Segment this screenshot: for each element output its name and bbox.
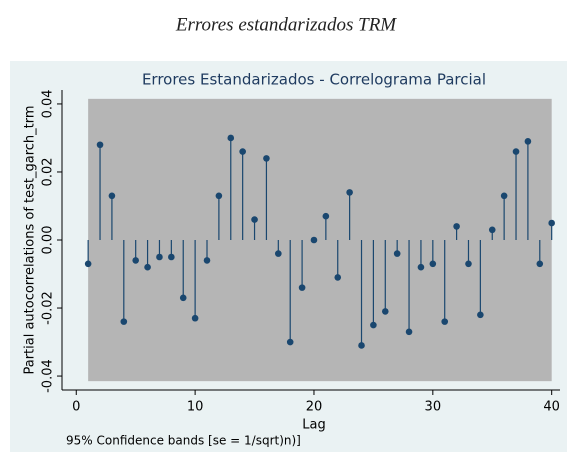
stem-dot — [512, 148, 520, 155]
stem-dot — [108, 192, 116, 200]
stem-dot — [84, 260, 92, 268]
x-tick-label: 0 — [72, 400, 80, 415]
stem-dot — [239, 148, 246, 155]
stem-dot — [132, 257, 139, 264]
y-tick-label: 0.04 — [41, 89, 56, 118]
stem-dot — [477, 311, 484, 319]
stem-dot — [465, 260, 472, 268]
stem-dot — [227, 134, 235, 142]
stem-dot — [358, 342, 365, 349]
x-tick-label: 30 — [425, 400, 442, 415]
stem-dot — [405, 328, 413, 336]
stem-dot — [179, 294, 187, 302]
stem-dot — [156, 253, 163, 261]
y-tick-label: -0.04 — [41, 359, 56, 393]
stem-dot — [298, 284, 306, 291]
stem-dot — [286, 338, 294, 346]
x-tick-label: 10 — [187, 400, 204, 415]
stem-dot — [441, 318, 449, 325]
stem-dot — [346, 189, 353, 196]
stem-dot — [524, 138, 532, 145]
stem-dot — [393, 250, 401, 257]
note: 95% Confidence bands [se = 1/sqrt)n)] — [66, 434, 301, 448]
chart-title: Errores Estandarizados - Correlograma Pa… — [142, 71, 486, 89]
confidence-band — [88, 98, 552, 382]
stem-dot — [96, 141, 104, 149]
y-tick-label: 0.00 — [41, 226, 56, 255]
stem-dot — [429, 260, 437, 268]
stem-dot — [536, 260, 544, 268]
stem-dot — [381, 308, 389, 315]
stem-dot — [168, 253, 175, 261]
stem-dot — [310, 236, 318, 244]
stem-dot — [120, 318, 128, 325]
stem-dot — [263, 155, 270, 162]
x-axis-label: Lag — [302, 418, 325, 433]
stem-dot — [203, 257, 211, 264]
x-tick-label: 40 — [543, 400, 560, 415]
stem-dot — [191, 314, 199, 322]
stem-dot — [417, 263, 425, 271]
stem-dot — [334, 274, 342, 281]
stem-dot — [500, 192, 508, 200]
stem-dot — [488, 226, 496, 234]
stem-dot — [251, 216, 258, 223]
x-tick-label: 20 — [306, 400, 323, 415]
stem-dot — [322, 212, 330, 220]
stem-dot — [548, 219, 555, 227]
stem-dot — [144, 263, 151, 271]
y-axis-label: Partial autocorrelations of test_garch_t… — [23, 105, 38, 374]
stem-dot — [370, 321, 377, 329]
stem-dot — [215, 192, 223, 200]
y-tick-label: -0.02 — [41, 291, 56, 325]
caption: Errores estandarizados TRM — [175, 14, 397, 35]
y-tick-label: 0.02 — [41, 157, 56, 186]
stem-dot — [275, 250, 282, 257]
stem-dot — [453, 223, 460, 230]
